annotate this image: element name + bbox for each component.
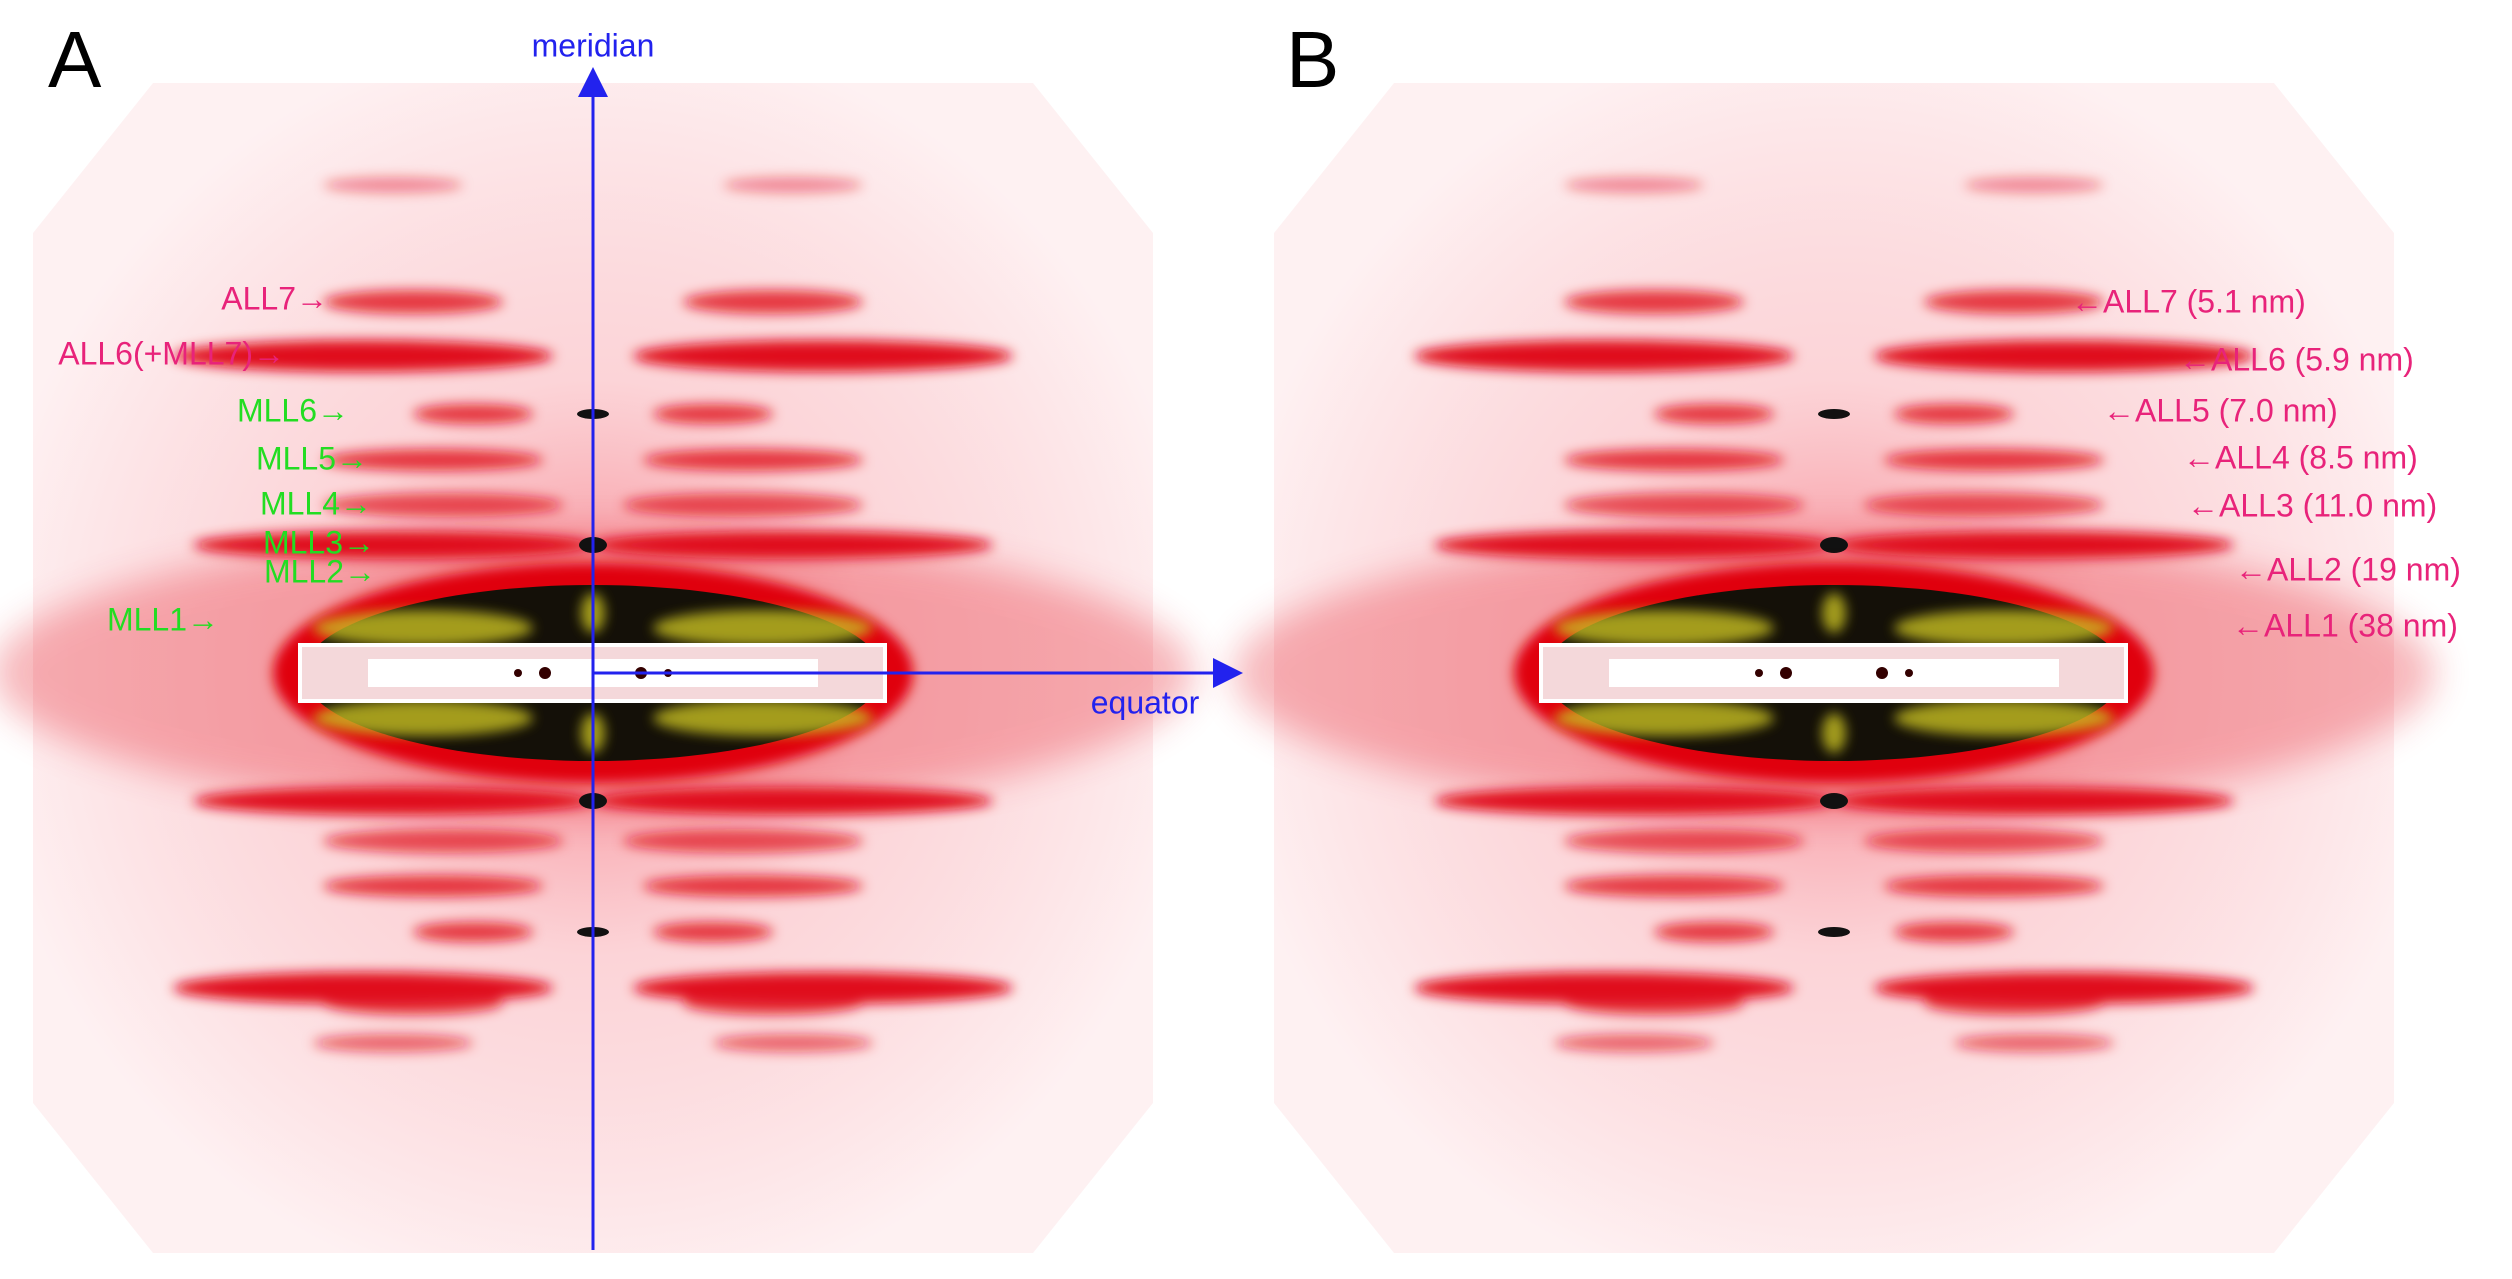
panel-label: A xyxy=(48,15,102,104)
layer-line-label: ←ALL5 (7.0 nm) xyxy=(2103,392,2338,428)
diffraction-pattern-a xyxy=(0,83,1193,1253)
layer-line-label: MLL3→ xyxy=(263,524,375,560)
layer-line-label: ←ALL7 (5.1 nm) xyxy=(2071,283,2306,319)
axis-label: meridian xyxy=(532,27,655,63)
layer-line-label: MLL1→ xyxy=(107,601,219,637)
layer-line-label: MLL4→ xyxy=(260,485,372,521)
axis-label: equator xyxy=(1091,684,1200,720)
layer-line-label: MLL6→ xyxy=(237,392,349,428)
layer-line-label: ←ALL6 (5.9 nm) xyxy=(2179,341,2414,377)
layer-line-label: ←ALL4 (8.5 nm) xyxy=(2183,439,2418,475)
layer-line-label: ALL6(+MLL7)→ xyxy=(58,335,285,371)
layer-line-label: ←ALL2 (19 nm) xyxy=(2235,551,2461,587)
layer-line-label: ALL7→ xyxy=(221,280,328,316)
layer-line-label: ←ALL1 (38 nm) xyxy=(2232,607,2458,643)
panel-label: B xyxy=(1286,15,1339,104)
layer-line-label: ←ALL3 (11.0 nm) xyxy=(2187,487,2437,523)
diffraction-pattern-b xyxy=(1234,83,2434,1253)
layer-line-label: MLL2→ xyxy=(264,553,376,589)
layer-line-label: MLL5→ xyxy=(256,440,368,476)
